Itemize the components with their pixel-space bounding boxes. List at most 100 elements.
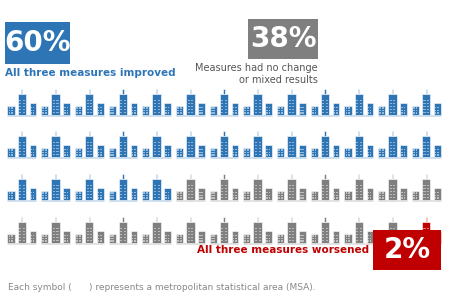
Bar: [358, 217, 360, 222]
Bar: [334, 149, 335, 150]
Bar: [188, 194, 190, 195]
Bar: [292, 237, 294, 238]
Bar: [244, 235, 246, 237]
Bar: [367, 188, 373, 200]
Bar: [11, 110, 13, 111]
Bar: [124, 145, 126, 147]
Bar: [156, 174, 157, 179]
Bar: [110, 152, 112, 153]
Bar: [190, 131, 191, 136]
Bar: [56, 237, 58, 238]
Bar: [427, 105, 429, 107]
Bar: [188, 142, 190, 143]
Bar: [64, 235, 66, 236]
Bar: [393, 228, 396, 230]
Bar: [110, 149, 112, 151]
Bar: [416, 240, 418, 242]
Bar: [144, 235, 145, 237]
Bar: [221, 228, 223, 230]
Bar: [346, 192, 347, 194]
Bar: [235, 107, 237, 108]
Bar: [63, 188, 70, 200]
Bar: [281, 154, 283, 156]
Bar: [289, 103, 291, 104]
Bar: [108, 115, 137, 116]
Bar: [53, 185, 55, 186]
Bar: [199, 149, 201, 150]
Bar: [278, 149, 280, 151]
Bar: [281, 112, 283, 114]
Bar: [413, 149, 415, 151]
Bar: [427, 185, 429, 186]
Bar: [423, 191, 426, 192]
Bar: [315, 195, 316, 196]
Bar: [8, 233, 15, 243]
Bar: [336, 195, 338, 196]
Bar: [255, 233, 257, 235]
Bar: [360, 191, 362, 192]
Bar: [292, 100, 294, 102]
Bar: [393, 150, 396, 152]
Bar: [180, 110, 182, 111]
Bar: [291, 89, 292, 94]
Bar: [370, 235, 371, 236]
Bar: [11, 235, 13, 237]
Bar: [326, 142, 328, 143]
Bar: [259, 100, 261, 102]
Bar: [423, 233, 426, 235]
Bar: [266, 195, 268, 196]
Bar: [416, 192, 418, 194]
Bar: [110, 195, 112, 196]
Bar: [191, 103, 194, 104]
Bar: [367, 145, 373, 157]
Bar: [413, 107, 415, 109]
Bar: [97, 231, 104, 243]
Bar: [211, 192, 212, 194]
Bar: [346, 154, 347, 156]
Bar: [100, 235, 102, 236]
Bar: [134, 149, 135, 150]
Bar: [131, 154, 133, 156]
Bar: [278, 110, 280, 111]
Bar: [390, 194, 392, 195]
Bar: [269, 240, 270, 242]
Bar: [33, 192, 35, 193]
Bar: [190, 217, 191, 222]
Bar: [259, 154, 261, 155]
Bar: [255, 197, 257, 199]
Bar: [42, 235, 44, 237]
Bar: [244, 149, 246, 151]
Bar: [33, 197, 35, 199]
Bar: [225, 191, 227, 192]
Bar: [259, 191, 261, 192]
Bar: [378, 191, 385, 200]
Bar: [131, 192, 133, 193]
Bar: [134, 151, 135, 153]
Bar: [289, 191, 291, 192]
Bar: [131, 195, 133, 196]
Bar: [198, 188, 205, 200]
Bar: [53, 237, 55, 238]
Bar: [388, 136, 396, 157]
Bar: [21, 174, 22, 179]
Bar: [233, 109, 234, 111]
Bar: [210, 115, 239, 116]
Bar: [247, 149, 249, 151]
Bar: [134, 240, 135, 242]
Bar: [401, 112, 403, 114]
Bar: [322, 194, 324, 195]
Bar: [257, 217, 258, 222]
Bar: [56, 154, 58, 155]
Bar: [370, 154, 371, 156]
Bar: [79, 197, 81, 199]
Bar: [18, 179, 26, 200]
Bar: [244, 240, 246, 242]
Bar: [120, 228, 122, 230]
Bar: [379, 235, 381, 237]
Bar: [367, 231, 373, 243]
Bar: [56, 197, 58, 199]
Bar: [289, 237, 291, 238]
Bar: [423, 109, 426, 110]
Bar: [165, 237, 167, 239]
Bar: [120, 112, 122, 113]
